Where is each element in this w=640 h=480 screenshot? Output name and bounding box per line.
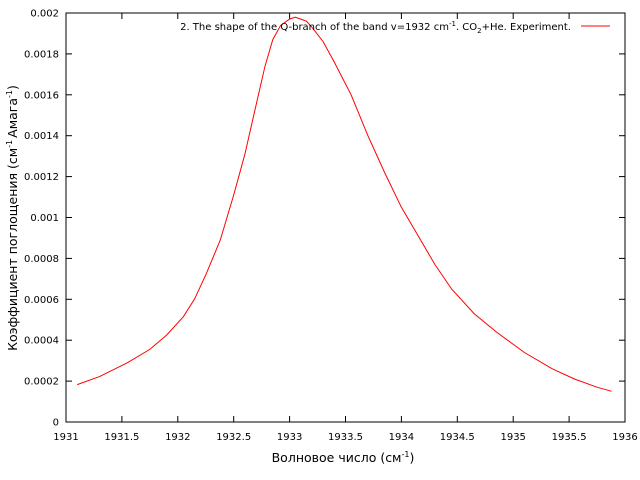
x-tick-label: 1935.5 [552, 432, 587, 443]
y-tick-label: 0.0008 [24, 254, 59, 265]
y-tick-label: 0.0012 [24, 172, 59, 183]
plot-frame [65, 12, 626, 423]
x-tick-label: 1932 [165, 432, 190, 443]
y-tick-label: 0.0004 [24, 336, 59, 347]
y-tick-label: 0.002 [30, 9, 59, 20]
x-tick-label: 1932.5 [216, 432, 251, 443]
y-tick-label: 0.0018 [24, 49, 59, 60]
x-tick-label: 1934.5 [440, 432, 475, 443]
y-axis-title: Коэффициент поглощения (см-1Амага-1) [5, 85, 20, 351]
x-tick-label: 1931.5 [104, 432, 139, 443]
y-tick-label: 0 [53, 418, 59, 429]
x-axis-title: Волновое число (см-1) [272, 450, 415, 465]
y-tick-label: 0.0016 [24, 90, 59, 101]
x-tick-label: 1933.5 [328, 432, 363, 443]
series-line [77, 16, 612, 392]
legend: 2. The shape of the Q-branch of the band… [180, 20, 610, 35]
y-axis: 0 0.0002 0.0004 0.0006 0.0008 0.001 0.0012 0.00… [24, 9, 625, 429]
x-tick-label: 1931 [53, 432, 78, 443]
x-axis: 1931 1931.5 1932 1932.5 1933 1933.5 1934 1934.5… [53, 13, 638, 443]
y-tick-label: 0.0006 [24, 295, 59, 306]
x-tick-label: 1933 [277, 432, 302, 443]
y-tick-label: 0.0002 [24, 377, 59, 388]
x-tick-label: 1934 [389, 432, 414, 443]
y-tick-label: 0.0014 [24, 131, 59, 142]
series-layer [77, 16, 612, 392]
x-tick-label: 1936 [612, 432, 637, 443]
legend-label: 2. The shape of the Q-branch of the band… [180, 20, 571, 35]
y-tick-label: 0.001 [30, 213, 59, 224]
x-tick-label: 1935 [500, 432, 525, 443]
